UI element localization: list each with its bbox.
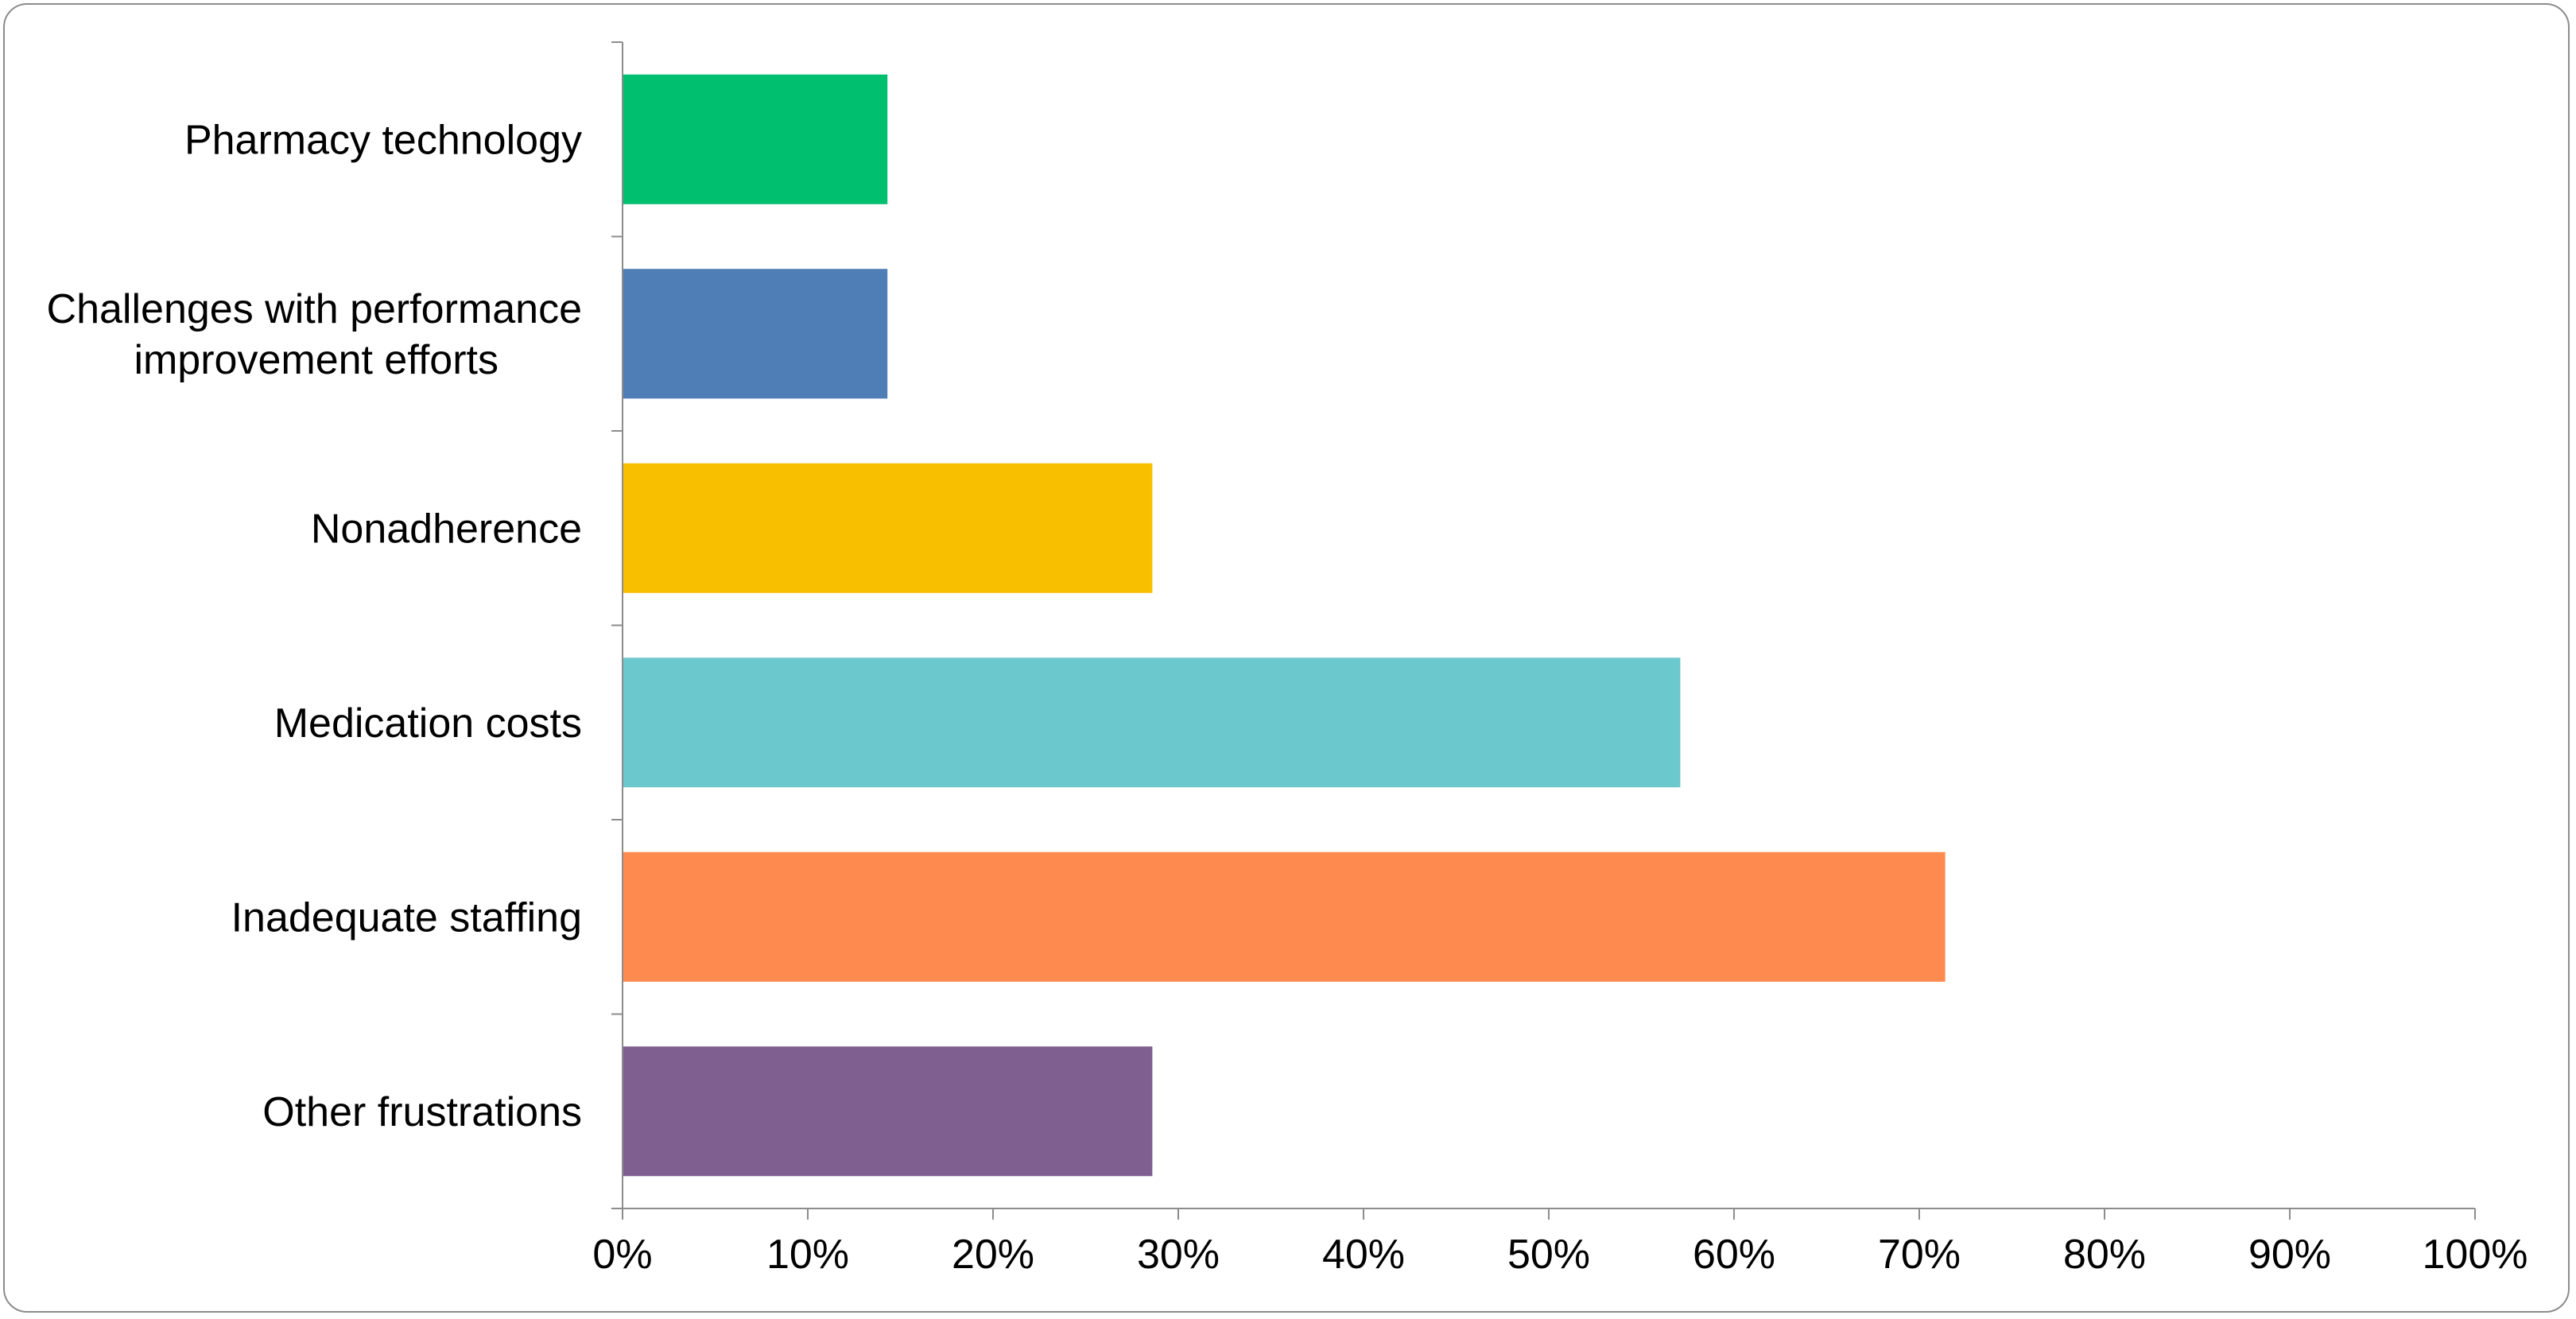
x-tick-label: 70%	[1878, 1232, 1961, 1278]
category-label-line: Other frustrations	[262, 1089, 582, 1135]
x-tick-label: 20%	[952, 1232, 1034, 1278]
bars-layer	[623, 74, 1946, 1177]
bar-5	[623, 1046, 1153, 1177]
x-tick-label: 0%	[592, 1232, 652, 1278]
category-label: Medication costs	[274, 700, 582, 747]
x-tick-label: 90%	[2248, 1232, 2331, 1278]
axes-layer	[611, 41, 2476, 1220]
bar-1	[623, 269, 888, 399]
bar-2	[623, 463, 1153, 593]
category-label: Other frustrations	[262, 1089, 582, 1135]
category-label: Inadequate staffing	[231, 894, 582, 941]
category-label-line: Nonadherence	[311, 506, 582, 552]
category-label: Pharmacy technology	[184, 117, 582, 163]
x-tick-label: 50%	[1507, 1232, 1590, 1278]
x-tick-label: 60%	[1693, 1232, 1775, 1278]
category-label-line: Inadequate staffing	[231, 894, 582, 941]
category-label-line: Challenges with performance	[47, 286, 582, 332]
category-label: Challenges with performance improvement e…	[47, 286, 582, 383]
x-tick-label: 100%	[2423, 1232, 2528, 1278]
category-label-line: Medication costs	[274, 700, 582, 747]
x-tick-label: 40%	[1322, 1232, 1405, 1278]
x-tick-label: 10%	[766, 1232, 849, 1278]
category-label: Nonadherence	[311, 506, 582, 552]
category-label-line: Pharmacy technology	[184, 117, 582, 163]
x-tick-label: 80%	[2063, 1232, 2146, 1278]
bar-3	[623, 658, 1681, 788]
bar-4	[623, 852, 1946, 982]
labels-layer: 0% 10% 20% 30% 40% 50% 60% 70% 80% 90% 100% Pharmac…	[47, 117, 2528, 1278]
x-tick-label: 30%	[1137, 1232, 1220, 1278]
bar-0	[623, 74, 888, 204]
category-label-line: improvement efforts	[134, 337, 499, 383]
